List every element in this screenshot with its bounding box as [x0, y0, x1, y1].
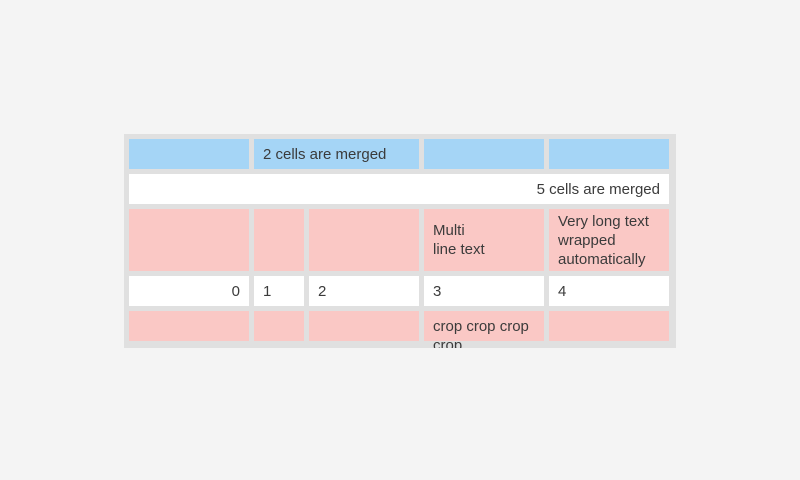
cell-multiline-text: Multi line text [424, 209, 544, 271]
table-row-2: 5 cells are merged [129, 174, 671, 204]
cell-number-4: 4 [549, 276, 669, 306]
cell-r5c5 [549, 311, 669, 341]
cell-number-0: 0 [129, 276, 249, 306]
cell-number-2: 2 [309, 276, 419, 306]
cell-r5c2 [254, 311, 304, 341]
cell-r3c2 [254, 209, 304, 271]
cell-r3c1 [129, 209, 249, 271]
merged-cell-5: 5 cells are merged [129, 174, 669, 204]
cell-r3c3 [309, 209, 419, 271]
table-row-3: Multi line text Very long text wrapped a… [129, 209, 671, 271]
table-widget[interactable]: 2 cells are merged 5 cells are merged Mu… [124, 134, 676, 348]
cell-r1c5 [549, 139, 669, 169]
cell-number-3: 3 [424, 276, 544, 306]
cell-r5c1 [129, 311, 249, 341]
table-row-4: 0 1 2 3 4 [129, 276, 671, 306]
table-row-5: crop crop crop crop [129, 311, 671, 348]
table-row-1: 2 cells are merged [129, 139, 671, 169]
merged-cell-2: 2 cells are merged [254, 139, 419, 169]
cell-number-1: 1 [254, 276, 304, 306]
cell-r1c1 [129, 139, 249, 169]
cell-wrapped-text: Very long text wrapped automatically [549, 209, 669, 271]
cell-crop-text: crop crop crop crop [424, 311, 544, 348]
cell-r5c3 [309, 311, 419, 341]
cell-r1c4 [424, 139, 544, 169]
